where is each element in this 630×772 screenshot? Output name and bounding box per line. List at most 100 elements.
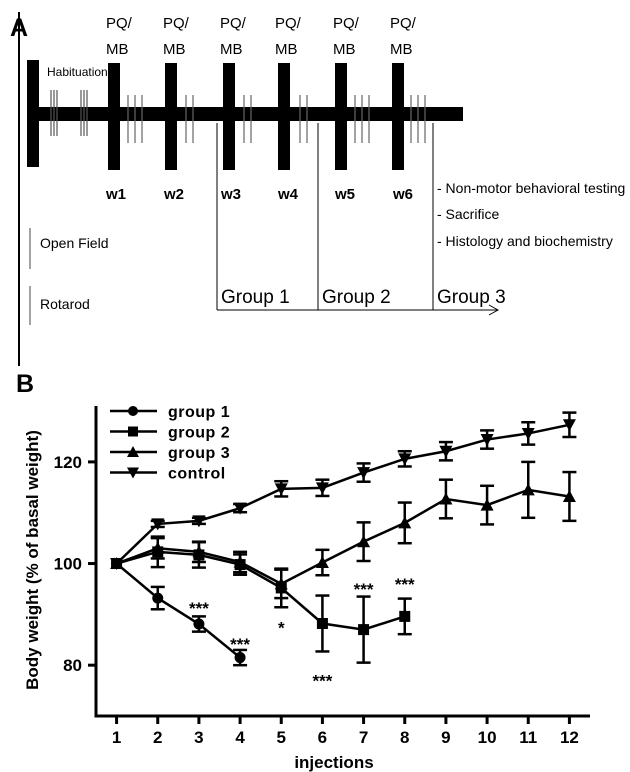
week-block-4 xyxy=(278,63,290,170)
pq-label: PQ/ xyxy=(163,15,190,32)
data-point xyxy=(192,545,206,558)
data-point xyxy=(128,426,138,437)
pq-label: PQ/ xyxy=(333,15,360,32)
mb-label: MB xyxy=(163,41,186,58)
mb-label: MB xyxy=(390,41,413,58)
series-group-1 xyxy=(111,558,248,667)
data-point xyxy=(234,652,246,664)
data-point xyxy=(521,427,535,440)
significance-label: * xyxy=(278,619,285,638)
x-ticks: 1 2 3 4 5 6 7 8 9 10 11 12 xyxy=(112,716,579,747)
data-point xyxy=(315,482,329,495)
data-point xyxy=(480,434,494,447)
x-tick-label: 7 xyxy=(359,728,368,747)
mb-label: MB xyxy=(333,41,356,58)
data-point xyxy=(398,516,412,529)
group-labels: Group 1 Group 2 Group 3 xyxy=(221,287,506,308)
data-point xyxy=(192,515,206,528)
final-step: - Histology and biochemistry xyxy=(437,233,613,249)
x-tick-label: 4 xyxy=(235,728,245,747)
x-tick-label: 12 xyxy=(560,728,579,747)
legend-label: group 3 xyxy=(168,445,230,462)
x-tick-label: 1 xyxy=(112,728,121,747)
week-block-5 xyxy=(335,63,347,170)
x-axis-title: injections xyxy=(294,753,373,772)
final-steps: - Non-motor behavioral testing - Sacrifi… xyxy=(437,180,625,249)
x-tick-label: 6 xyxy=(318,728,327,747)
data-point xyxy=(274,577,288,590)
week-block-3 xyxy=(223,63,235,170)
pq-label: PQ/ xyxy=(390,15,417,32)
week-label: w6 xyxy=(392,186,413,203)
data-point xyxy=(128,406,138,416)
timeline-bar xyxy=(28,107,463,121)
data-point xyxy=(151,541,165,554)
x-tick-label: 9 xyxy=(441,728,450,747)
week-block-2 xyxy=(165,63,177,170)
x-tick-label: 3 xyxy=(194,728,203,747)
series-layer xyxy=(110,411,577,667)
data-point xyxy=(357,467,371,480)
week-labels: w1 w2 w3 w4 w5 w6 xyxy=(105,186,413,203)
group-label: Group 2 xyxy=(322,287,391,308)
y-axis-title: Body weight (% of basal weight) xyxy=(23,430,42,690)
data-point xyxy=(152,592,164,604)
data-point xyxy=(399,610,411,622)
test-marks xyxy=(127,95,426,143)
y-tick-label: 80 xyxy=(63,656,82,675)
week-label: w5 xyxy=(334,186,355,203)
significance-label: *** xyxy=(230,635,250,654)
week-block-1 xyxy=(108,63,120,170)
data-point xyxy=(398,453,412,466)
open-field-label: Open Field xyxy=(40,235,108,251)
data-point xyxy=(274,483,288,496)
x-tick-label: 2 xyxy=(153,728,162,747)
legend: group 1 group 2 group 3 control xyxy=(110,404,230,483)
group-brackets xyxy=(216,123,500,316)
data-point xyxy=(127,467,139,479)
data-point xyxy=(439,492,453,505)
data-point xyxy=(316,618,328,630)
data-point xyxy=(358,624,370,636)
significance-label: *** xyxy=(395,575,415,594)
legend-label: group 2 xyxy=(168,425,230,442)
legend-item: group 2 xyxy=(110,425,230,442)
legend-label: control xyxy=(168,466,226,483)
data-point xyxy=(562,419,576,432)
y-ticks: 80 100 120 xyxy=(54,453,96,675)
data-point xyxy=(233,502,247,515)
final-step: - Sacrifice xyxy=(437,206,499,222)
data-point xyxy=(127,446,139,457)
mb-label: MB xyxy=(275,41,298,58)
x-tick-label: 11 xyxy=(519,728,537,747)
legend-item: group 3 xyxy=(110,445,230,462)
rotarod-label: Rotarod xyxy=(40,296,90,312)
x-tick-label: 8 xyxy=(400,728,409,747)
legend-item: group 1 xyxy=(110,404,230,421)
data-point xyxy=(439,445,453,458)
timeline-start-block xyxy=(27,60,39,167)
significance-label: *** xyxy=(354,580,374,599)
data-point xyxy=(480,498,494,511)
series-line xyxy=(115,423,570,565)
y-tick-label: 100 xyxy=(54,555,82,574)
pq-label: PQ/ xyxy=(106,15,133,32)
series-line xyxy=(116,488,570,586)
final-step: - Non-motor behavioral testing xyxy=(437,180,625,196)
significance-label: *** xyxy=(189,599,209,618)
group-label: Group 3 xyxy=(437,287,506,308)
group-label: Group 1 xyxy=(221,287,290,308)
series-group-3 xyxy=(110,460,577,600)
pq-label: PQ/ xyxy=(275,15,302,32)
data-point xyxy=(110,558,124,571)
legend-item: control xyxy=(110,466,226,483)
data-point xyxy=(562,489,576,502)
panel-b-letter: B xyxy=(16,370,34,398)
week-block-6 xyxy=(392,63,404,170)
data-point xyxy=(193,618,205,630)
pq-label: PQ/ xyxy=(220,15,247,32)
data-point xyxy=(151,518,165,531)
